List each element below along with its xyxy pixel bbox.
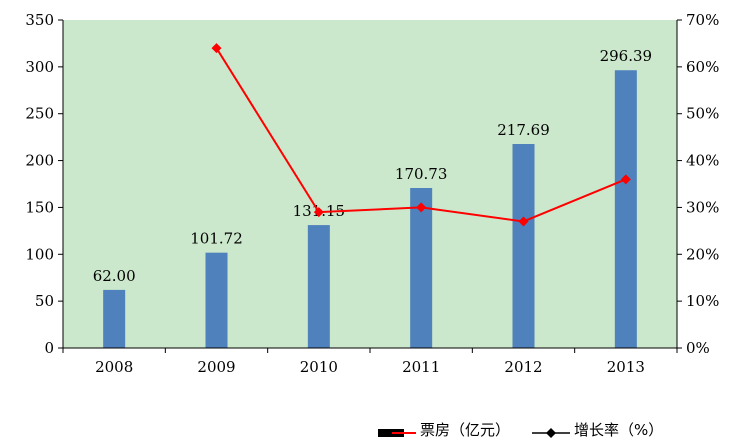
right-tick-label: 40% (686, 152, 719, 170)
x-tick-label: 2009 (197, 358, 235, 376)
legend-swatch-box-office (378, 424, 416, 437)
legend-swatch-growth (532, 424, 571, 438)
right-tick-label: 70% (686, 11, 719, 29)
left-tick-label: 0 (44, 339, 54, 357)
x-tick-label: 2008 (95, 358, 133, 376)
left-tick-label: 50 (35, 292, 54, 310)
legend-item-growth: 增长率（%） (532, 419, 663, 440)
x-tick-label: 2010 (300, 358, 338, 376)
left-tick-label: 350 (25, 11, 54, 29)
bar (103, 289, 126, 348)
bar-value-label: 170.73 (395, 165, 448, 183)
left-tick-label: 100 (25, 245, 54, 263)
left-tick-label: 150 (25, 198, 54, 216)
legend-item-box-office: 票房（亿元） (378, 419, 510, 440)
x-tick-label: 2012 (504, 358, 542, 376)
left-tick-label: 300 (25, 58, 54, 76)
right-tick-label: 10% (686, 292, 719, 310)
legend-label-growth: 增长率（%） (574, 420, 664, 439)
bar (205, 252, 228, 348)
bar-value-label: 62.00 (93, 267, 136, 285)
left-tick-label: 200 (25, 152, 54, 170)
bar (512, 143, 535, 348)
plot-area (63, 20, 677, 348)
right-tick-label: 20% (686, 245, 719, 263)
right-tick-label: 50% (686, 105, 719, 123)
growth-point (518, 216, 529, 227)
legend-label-box-office: 票房（亿元） (420, 420, 511, 439)
left-tick-label: 250 (25, 105, 54, 123)
x-tick-label: 2013 (607, 358, 645, 376)
growth-point (620, 174, 631, 185)
right-tick-label: 60% (686, 58, 719, 76)
bar-value-label: 101.72 (190, 230, 243, 248)
right-tick-label: 0% (686, 339, 710, 357)
legend: 票房（亿元） 增长率（%） (378, 418, 663, 440)
bar (307, 225, 330, 348)
growth-point (211, 43, 222, 54)
bar (410, 188, 433, 348)
right-tick-label: 30% (686, 198, 719, 216)
bar-value-label: 217.69 (497, 121, 550, 139)
bar-value-label: 296.39 (600, 47, 653, 65)
bar (614, 70, 637, 348)
growth-point (313, 207, 324, 218)
x-tick-label: 2011 (402, 358, 440, 376)
growth-point (416, 202, 427, 213)
